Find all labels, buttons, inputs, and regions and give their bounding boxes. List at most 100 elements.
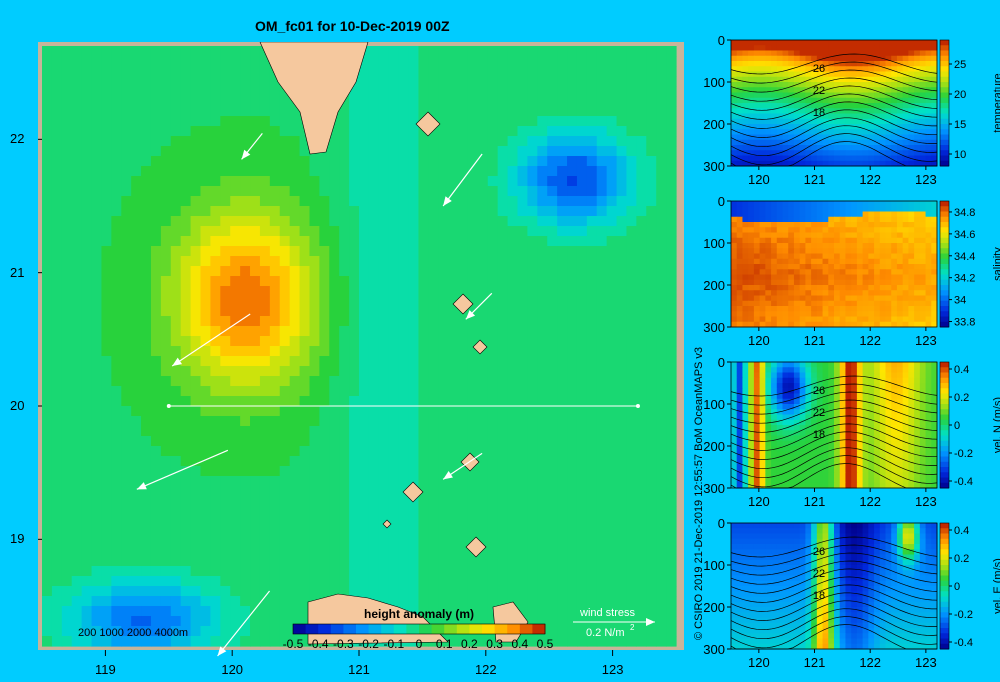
contour-label: 18: [813, 429, 825, 441]
x-tick-label: 120: [221, 662, 243, 677]
map-field: [42, 46, 677, 647]
y-tick-label: 22: [10, 131, 24, 146]
x-tick-label: 122: [859, 333, 881, 348]
y-tick-label: 300: [703, 320, 725, 335]
colorbar-tick-label: 0.3: [486, 637, 503, 651]
x-tick-label: 120: [748, 333, 770, 348]
chart-title: OM_fc01 for 10-Dec-2019 00Z: [255, 18, 450, 34]
contour-label: 22: [813, 85, 825, 97]
x-tick-label: 121: [804, 172, 826, 187]
map-colorbar: [293, 624, 546, 634]
x-tick-label: 123: [915, 172, 937, 187]
y-tick-label: 200: [703, 278, 725, 293]
x-tick-label: 121: [804, 494, 826, 509]
y-tick-label: 0: [718, 355, 725, 370]
colorbar-tick-label: -0.2: [954, 609, 973, 621]
y-tick-label: 100: [703, 236, 725, 251]
y-tick-label: 200: [703, 117, 725, 132]
contour-label: 26: [813, 385, 825, 397]
colorbar-tick-label: -0.4: [954, 476, 973, 488]
colorbar-tick-label: 0.5: [537, 637, 554, 651]
colorbar-tick-label: 0.2: [954, 392, 969, 404]
colorbar-tick-label: 0.4: [954, 364, 969, 376]
colorbar-tick-label: 0.1: [436, 637, 453, 651]
y-tick-label: 0: [718, 516, 725, 531]
colorbar-tick-label: -0.1: [383, 637, 404, 651]
colorbar-tick-label: 0: [954, 420, 960, 432]
contour-label: 26: [813, 63, 825, 75]
wind-stress-label: wind stress: [579, 607, 636, 619]
x-tick-label: 121: [804, 333, 826, 348]
y-tick-label: 0: [718, 194, 725, 209]
colorbar-tick-label: 34: [954, 295, 966, 307]
x-tick-label: 122: [859, 172, 881, 187]
contour-label: 22: [813, 407, 825, 419]
colorbar-label: vel. N (m/s): [992, 397, 1000, 453]
colorbar-tick-label: -0.2: [358, 637, 379, 651]
colorbar-tick-label: 34.6: [954, 229, 975, 241]
wind-scale-superscript: 2: [630, 623, 635, 632]
x-tick-label: 122: [859, 494, 881, 509]
colorbar-label: vel. E (m/s): [992, 558, 1000, 614]
colorbar-tick-label: 25: [954, 59, 966, 71]
x-tick-label: 119: [95, 662, 116, 677]
x-tick-label: 122: [859, 655, 881, 670]
colorbar-tick-label: 0.4: [511, 637, 528, 651]
colorbar-tick-label: 0.4: [954, 525, 969, 537]
x-tick-label: 120: [748, 494, 770, 509]
colorbar-tick-label: -0.4: [308, 637, 329, 651]
x-tick-label: 120: [748, 655, 770, 670]
depth-legend: 200 1000 2000 4000m: [78, 627, 188, 639]
credit-text: © CSIRO 2019 21-Dec-2019 12:55:57 BoM Oc…: [693, 347, 705, 640]
colorbar-label: height anomaly (m): [364, 607, 474, 621]
colorbar-label: salinity: [992, 247, 1000, 281]
contour-label: 26: [813, 546, 825, 558]
colorbar-tick-label: 34.8: [954, 207, 975, 219]
y-tick-label: 20: [10, 398, 24, 413]
x-tick-label: 122: [475, 662, 497, 677]
x-tick-label: 120: [748, 172, 770, 187]
x-tick-label: 123: [915, 333, 937, 348]
colorbar-tick-label: -0.4: [954, 637, 973, 649]
contour-label: 18: [813, 590, 825, 602]
y-tick-label: 300: [703, 481, 725, 496]
contour-label: 18: [813, 107, 825, 119]
colorbar-tick-label: 0.2: [461, 637, 478, 651]
x-tick-label: 123: [915, 655, 937, 670]
x-tick-label: 121: [804, 655, 826, 670]
y-tick-label: 19: [10, 531, 24, 546]
colorbar-label: temperature: [992, 73, 1000, 132]
y-tick-label: 200: [703, 600, 725, 615]
y-tick-label: 300: [703, 159, 725, 174]
colorbar-tick-label: 0.2: [954, 553, 969, 565]
colorbar-tick-label: -0.2: [954, 448, 973, 460]
y-tick-label: 100: [703, 75, 725, 90]
y-tick-label: 100: [703, 397, 725, 412]
section-start: [167, 404, 171, 408]
colorbar-tick-label: -0.3: [333, 637, 354, 651]
wind-scale-label: 0.2 N/m: [586, 627, 625, 639]
y-tick-label: 0: [718, 33, 725, 48]
colorbar-tick-label: 0: [416, 637, 423, 651]
section-end: [636, 404, 640, 408]
colorbar-tick-label: -0.5: [283, 637, 304, 651]
colorbar-tick-label: 0: [954, 581, 960, 593]
y-tick-label: 200: [703, 439, 725, 454]
y-tick-label: 300: [703, 642, 725, 657]
x-tick-label: 123: [602, 662, 624, 677]
x-tick-label: 121: [348, 662, 370, 677]
vel-e-section-panel: 26 22 18 120 121 122 123 0 100 200 300 0.4 0.2 0 -0.2 -…: [703, 516, 1000, 670]
vel-n-section-panel: 26 22 18 120 121 122 123 0 100 200 300 0.4 0.2 0 -0.2 -…: [703, 355, 1000, 509]
colorbar-tick-label: 34.4: [954, 251, 975, 263]
x-tick-label: 123: [915, 494, 937, 509]
y-tick-label: 21: [10, 265, 24, 280]
colorbar-tick-label: 15: [954, 119, 966, 131]
height-anomaly-map: 119 120 121 122 123 height anomaly (m) -0.5 -0.…: [38, 42, 688, 682]
contour-label: 22: [813, 568, 825, 580]
y-tick-label: 100: [703, 558, 725, 573]
colorbar-tick-label: 10: [954, 149, 966, 161]
colorbar-tick-label: 33.8: [954, 317, 975, 329]
